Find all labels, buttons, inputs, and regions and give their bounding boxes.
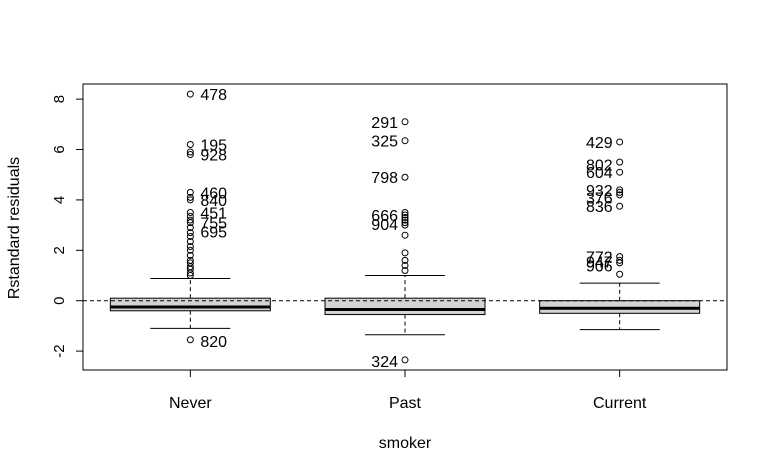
outlier-point [186, 151, 194, 159]
x-axis-label: smoker [379, 435, 432, 452]
outlier-point [616, 158, 624, 166]
outlier-point [616, 191, 624, 199]
outlier-point [186, 243, 194, 251]
outlier-point [401, 256, 409, 264]
outlier-point [186, 224, 194, 232]
x-tick-label: Past [389, 395, 422, 412]
outlier-point [401, 137, 409, 145]
outlier-label: 478 [200, 87, 227, 104]
outlier-point [186, 196, 194, 204]
outlier-point [186, 148, 194, 156]
outlier-point [401, 219, 409, 227]
outlier-point [616, 188, 624, 196]
outlier-label: 325 [371, 134, 398, 151]
y-tick-label: 6 [51, 145, 68, 153]
outlier-label: 932 [586, 183, 613, 200]
outlier-point [186, 188, 194, 196]
box-iqr [109, 297, 271, 312]
outlier-point [186, 272, 194, 280]
y-axis-label: Rstandard residuals [6, 157, 23, 299]
outlier-label: 836 [586, 199, 613, 216]
outlier-point [616, 138, 624, 146]
outlier-point [401, 261, 409, 269]
outlier-point [616, 168, 624, 176]
outlier-point [186, 237, 194, 245]
outlier-label: 604 [586, 165, 613, 182]
outlier-point [401, 209, 409, 217]
outlier-point [186, 229, 194, 237]
y-tick-label: 4 [51, 196, 68, 204]
outlier-point [616, 270, 624, 278]
outlier-label: 451 [200, 206, 227, 223]
outlier-label: 772 [586, 250, 613, 267]
outlier-point [401, 216, 409, 224]
outlier-point [401, 249, 409, 257]
outlier-label: 291 [371, 115, 398, 132]
outlier-point [401, 118, 409, 126]
outlier-point [401, 173, 409, 181]
y-tick-label: 2 [51, 246, 68, 254]
outlier-point [616, 202, 624, 210]
outlier-label: 906 [586, 258, 613, 275]
outlier-label: 904 [371, 217, 398, 234]
outlier-label: 460 [200, 185, 227, 202]
outlier-point [401, 356, 409, 364]
outlier-point [186, 209, 194, 217]
y-tick-label: -2 [51, 344, 68, 357]
outlier-label: 666 [371, 208, 398, 225]
x-tick-label: Current [593, 395, 647, 412]
outlier-label: 195 [200, 137, 227, 154]
outlier-point [186, 90, 194, 98]
outlier-label: 695 [200, 224, 227, 241]
outlier-label: 802 [586, 158, 613, 175]
outlier-point [186, 193, 194, 201]
outlier-label: 840 [200, 193, 227, 210]
outlier-point [401, 266, 409, 274]
outlier-point [186, 246, 194, 254]
outlier-label: 324 [371, 354, 398, 371]
outlier-point [186, 219, 194, 227]
y-tick-label: 8 [51, 95, 68, 103]
outlier-label: 947 [586, 255, 613, 272]
outlier-point [616, 259, 624, 267]
outlier-label: 820 [200, 334, 227, 351]
y-tick-label: 0 [51, 297, 68, 305]
outlier-point [401, 231, 409, 239]
outlier-label: 755 [200, 216, 227, 233]
outlier-point [186, 251, 194, 259]
outlier-point [401, 211, 409, 219]
outlier-point [186, 336, 194, 344]
outlier-point [616, 256, 624, 264]
outlier-point [401, 221, 409, 229]
x-tick-label: Never [169, 395, 212, 412]
outlier-label: 798 [371, 170, 398, 187]
outlier-point [186, 216, 194, 224]
outlier-point [401, 214, 409, 222]
outlier-point [186, 232, 194, 240]
outlier-label: 376 [586, 190, 613, 207]
outlier-label: 928 [200, 148, 227, 165]
outlier-point [616, 186, 624, 194]
outlier-point [186, 140, 194, 148]
outlier-label: 429 [586, 135, 613, 152]
outlier-point [186, 269, 194, 277]
